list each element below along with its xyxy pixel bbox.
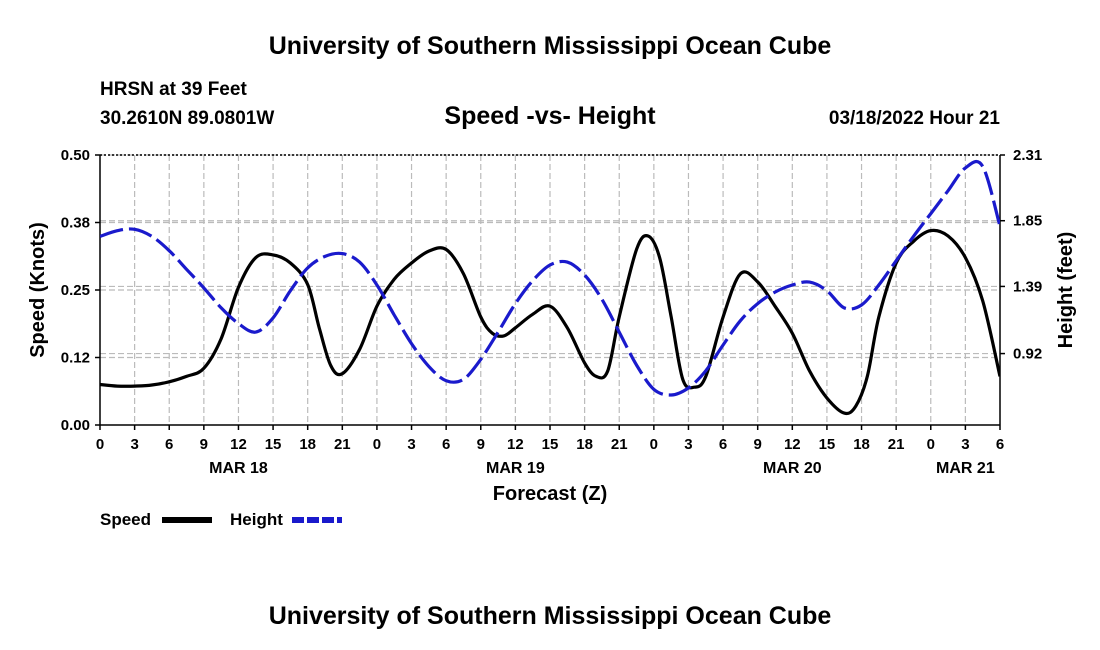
y-tick-label: 0.12: [61, 350, 90, 367]
x-tick-label: 6: [165, 436, 173, 453]
station-label: HRSN at 39 Feet: [100, 79, 247, 100]
x-tick-label: 21: [611, 436, 628, 453]
date-label: MAR 18: [209, 460, 268, 477]
y2-tick-label: 1.39: [1013, 278, 1042, 295]
y2-tick-label: 1.85: [1013, 213, 1042, 230]
y-tick-label: 0.00: [61, 417, 90, 434]
x-tick-label: 21: [334, 436, 351, 453]
x-tick-label: 21: [888, 436, 905, 453]
x-tick-label: 15: [819, 436, 836, 453]
chart-title: Speed -vs- Height: [444, 102, 656, 130]
series-line-height: [100, 159, 1000, 397]
x-tick-label: 3: [684, 436, 692, 453]
y-axis-label: Speed (Knots): [27, 222, 49, 358]
y2-tick-label: 2.31: [1013, 147, 1042, 164]
date-label: MAR 20: [763, 460, 822, 477]
footer-title: University of Southern Mississippi Ocean…: [269, 602, 832, 630]
x-tick-label: 0: [373, 436, 381, 453]
axes: [95, 154, 1005, 430]
date-label: MAR 19: [486, 460, 545, 477]
x-tick-label: 9: [477, 436, 485, 453]
x-tick-label: 18: [576, 436, 593, 453]
legend-height-label: Height: [230, 510, 283, 529]
series-line-speed: [100, 228, 1000, 416]
forecast-datetime: 03/18/2022 Hour 21: [829, 108, 1001, 129]
x-tick-label: 0: [650, 436, 658, 453]
x-tick-label: 3: [407, 436, 415, 453]
x-tick-label: 0: [96, 436, 104, 453]
tick-labels: 0 3 6 9 12 15 18 21 0 3 6 9 12 15 18 21 0 3 6 9 12 15 18 21 0 3 6M…: [61, 147, 1042, 477]
x-tick-label: 15: [542, 436, 559, 453]
x-tick-label: 18: [853, 436, 870, 453]
legend: Speed Height: [100, 510, 342, 529]
station-coords: 30.2610N 89.0801W: [100, 108, 274, 129]
page-title: University of Southern Mississippi Ocean…: [269, 32, 832, 60]
x-tick-label: 18: [299, 436, 316, 453]
x-tick-label: 3: [961, 436, 969, 453]
y-tick-label: 0.38: [61, 215, 90, 232]
x-tick-label: 6: [996, 436, 1004, 453]
y-tick-label: 0.25: [61, 282, 90, 299]
y2-axis-label: Height (feet): [1055, 232, 1077, 349]
x-tick-label: 9: [754, 436, 762, 453]
x-tick-label: 12: [784, 436, 801, 453]
x-tick-label: 3: [130, 436, 138, 453]
date-label: MAR 21: [936, 460, 995, 477]
x-tick-label: 6: [442, 436, 450, 453]
x-tick-label: 15: [265, 436, 282, 453]
series-lines: [100, 159, 1000, 416]
x-tick-label: 12: [230, 436, 247, 453]
legend-speed-label: Speed: [100, 510, 151, 529]
x-tick-label: 9: [200, 436, 208, 453]
y-tick-label: 0.50: [61, 147, 90, 164]
x-tick-label: 0: [927, 436, 935, 453]
x-tick-label: 12: [507, 436, 524, 453]
y2-tick-label: 0.92: [1013, 346, 1042, 363]
x-tick-label: 6: [719, 436, 727, 453]
x-axis-label: Forecast (Z): [493, 483, 607, 505]
